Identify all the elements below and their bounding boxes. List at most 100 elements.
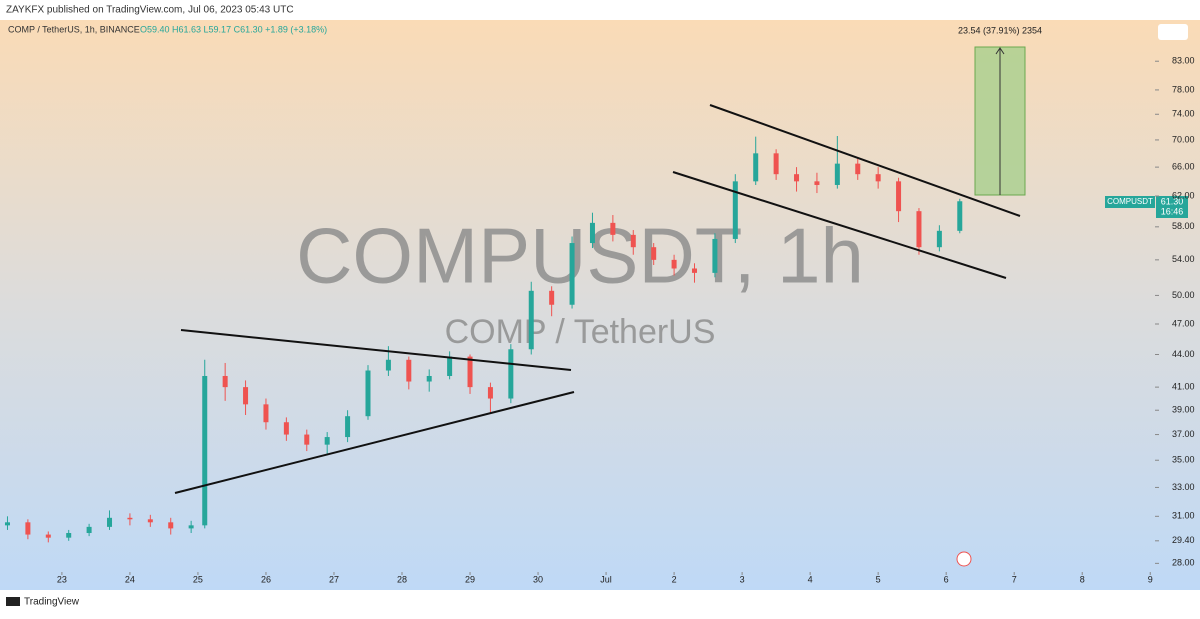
candle-body — [671, 259, 677, 269]
candle-body — [86, 526, 92, 534]
candle-body — [406, 359, 412, 382]
tv-logo — [6, 597, 20, 606]
x-tick-label: 7 — [1012, 574, 1017, 584]
x-tick-label: 23 — [57, 574, 67, 584]
symbol-tag-text: COMPUSDT — [1107, 197, 1153, 206]
candle-body — [794, 174, 800, 182]
x-tick-label: 2 — [672, 574, 677, 584]
candle-body — [345, 416, 351, 438]
measure-label: 23.54 (37.91%) 2354 — [958, 25, 1042, 35]
candle-body — [45, 534, 51, 538]
measure-arrow-head — [995, 47, 1005, 55]
footer-bar — [0, 590, 1200, 614]
x-tick-label: 4 — [808, 574, 813, 584]
x-tick-label: 6 — [944, 574, 949, 584]
x-tick-label: 24 — [125, 574, 135, 584]
legend-line: COMP / TetherUS, 1h, BINANCE — [8, 24, 140, 34]
plot — [4, 135, 963, 543]
candle-body — [147, 519, 153, 523]
trendlines — [174, 104, 1021, 494]
candle-body — [202, 375, 208, 526]
candle-body — [855, 163, 861, 175]
watermark-sub: COMP / TetherUS — [445, 313, 716, 351]
candle-body — [589, 222, 595, 244]
footer: TradingView — [24, 597, 80, 608]
x-tick-label: 5 — [876, 574, 881, 584]
trendline — [709, 104, 1021, 217]
flash-icon[interactable] — [956, 551, 972, 567]
candle-body — [936, 230, 942, 248]
candle-body — [834, 163, 840, 185]
candle-body — [324, 437, 330, 445]
x-tick-label: 8 — [1080, 574, 1085, 584]
candle-body — [385, 359, 391, 371]
candle-body — [814, 181, 820, 185]
candle-body — [467, 356, 473, 388]
symbol-tag — [1105, 196, 1155, 208]
trendline — [672, 171, 1007, 279]
candle-body — [916, 211, 922, 248]
candle-body — [957, 201, 963, 231]
x-tick-label: 9 — [1148, 574, 1153, 584]
candle-body — [426, 375, 432, 382]
candle-body — [630, 234, 636, 248]
candle-body — [222, 375, 228, 388]
candle-body — [487, 387, 493, 399]
x-tick-label: 3 — [740, 574, 745, 584]
y-tick-label: 47.00 — [1172, 318, 1195, 328]
candle-body — [691, 268, 697, 273]
y-tick-label: 35.00 — [1172, 455, 1195, 465]
y-tick-label: 54.00 — [1172, 254, 1195, 264]
candle-body — [168, 522, 174, 529]
y-tick-label: 41.00 — [1172, 381, 1195, 391]
candle-body — [732, 181, 738, 239]
x-tick-label: 27 — [329, 574, 339, 584]
candle-body — [127, 517, 133, 520]
trendline — [180, 329, 572, 371]
x-tick-label: Jul — [600, 574, 612, 584]
candle-body — [66, 533, 72, 538]
candle-body — [508, 349, 514, 399]
y-tick-label: 74.00 — [1172, 109, 1195, 119]
trendline — [174, 391, 575, 494]
candle-body — [712, 238, 718, 273]
price-tag — [1156, 196, 1188, 218]
y-tick-label: 50.00 — [1172, 290, 1195, 300]
candle-body — [107, 517, 113, 527]
ohlc: O59.40 H61.63 L59.17 C61.30 +1.89 (+3.18… — [140, 24, 327, 34]
candle-body — [549, 290, 555, 305]
widget[interactable] — [1158, 24, 1188, 40]
published: ZAYKFX published on TradingView.com, Jul… — [6, 5, 294, 16]
candle-body — [773, 153, 779, 175]
candle-body — [263, 404, 269, 423]
candle-body — [4, 522, 10, 526]
y-tick-label: 39.00 — [1172, 405, 1195, 415]
y-tick-label: 44.00 — [1172, 349, 1195, 359]
y-tick-label: 29.40 — [1172, 535, 1195, 545]
candle-body — [896, 181, 902, 212]
y-tick-label: 66.00 — [1172, 161, 1195, 171]
y-tick-label: 28.00 — [1172, 558, 1195, 568]
y-tick-label: 31.00 — [1172, 511, 1195, 521]
x-tick-label: 29 — [465, 574, 475, 584]
x-tick-label: 28 — [397, 574, 407, 584]
watermark-main: COMPUSDT, 1h — [296, 212, 864, 300]
candle-body — [188, 525, 194, 529]
top-bar — [0, 0, 1200, 20]
y-tick-label: 58.00 — [1172, 221, 1195, 231]
candle-body — [528, 290, 534, 350]
y-tick-label: 37.00 — [1172, 429, 1195, 439]
y-tick-label: 70.00 — [1172, 134, 1195, 144]
x-tick-label: 25 — [193, 574, 203, 584]
candle-body — [365, 370, 371, 417]
countdown: 16:46 — [1161, 206, 1184, 216]
candle-body — [25, 522, 31, 535]
candle-body — [283, 422, 289, 435]
candle-body — [243, 387, 249, 405]
y-tick-label: 83.00 — [1172, 56, 1195, 66]
price-tag-text: 61.30 — [1161, 196, 1184, 206]
candle-body — [875, 174, 881, 182]
candle-body — [651, 247, 657, 260]
candle-body — [610, 222, 616, 235]
